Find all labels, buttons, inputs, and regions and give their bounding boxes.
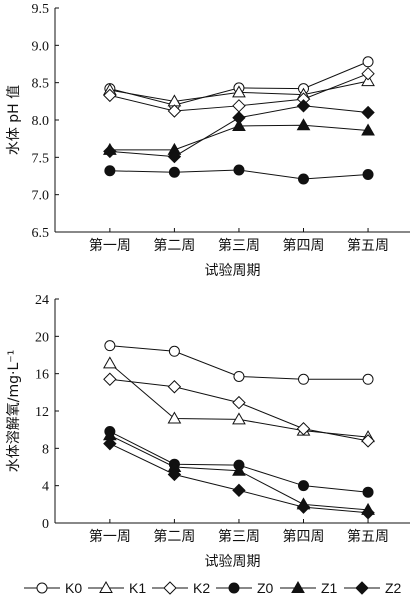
point-K1: [232, 412, 246, 425]
point-K2: [361, 66, 375, 81]
point-Z0: [168, 166, 180, 178]
point-Z2: [103, 436, 117, 451]
y-tick-label: 12: [35, 405, 49, 420]
point-Z0: [104, 165, 116, 177]
y-tick-label: 24: [35, 293, 49, 308]
point-K2: [167, 104, 182, 118]
y-tick-label: 9.5: [32, 2, 50, 17]
x-tick-label: 第一周: [89, 237, 131, 254]
y-tick-label: 7.5: [32, 151, 50, 166]
point-Z2: [296, 500, 311, 514]
x-tick-label: 第二周: [153, 528, 195, 545]
point-K0: [298, 373, 309, 385]
point-Z2: [103, 144, 117, 159]
legend-label-K1: K1: [129, 580, 146, 596]
point-Z2: [232, 483, 246, 498]
x-tick-label: 第二周: [153, 237, 195, 254]
x-tick-label: 第四周: [283, 237, 325, 254]
point-K1: [103, 356, 117, 369]
point-K2: [103, 88, 117, 103]
point-Z2: [361, 506, 375, 520]
legend-marker-K0: [36, 582, 48, 594]
point-K0: [168, 345, 180, 357]
legend-label-K0: K0: [65, 580, 82, 596]
point-Z2: [296, 99, 311, 113]
legend-marker-Z0: [228, 582, 240, 594]
point-K0: [233, 370, 245, 382]
y-axis-label: 水体溶解氧/mg·L⁻¹: [6, 350, 22, 473]
point-Z2: [167, 149, 182, 164]
y-axis-label: 水体 pH 值: [6, 85, 22, 155]
point-K2: [103, 372, 117, 386]
x-tick-label: 第三周: [218, 528, 260, 545]
point-Z2: [361, 105, 375, 120]
legend-label-Z2: Z2: [385, 580, 402, 596]
x-axis-label: 试验周期: [205, 554, 261, 570]
y-tick-label: 4: [42, 480, 49, 495]
y-tick-label: 8.5: [32, 77, 50, 92]
point-Z2: [232, 111, 246, 125]
y-tick-label: 0: [42, 517, 49, 532]
point-K1: [361, 74, 375, 87]
x-tick-label: 第四周: [283, 528, 325, 545]
legend: K0 K1 K2 Z0 Z1 Z2: [24, 580, 402, 596]
legend-label-K2: K2: [193, 580, 210, 596]
x-tick-label: 第一周: [89, 528, 131, 545]
x-tick-label: 第三周: [218, 237, 260, 254]
point-K2: [296, 422, 311, 436]
point-Z2: [167, 467, 182, 482]
point-Z1: [361, 123, 375, 136]
point-Z1: [296, 118, 311, 131]
point-K0: [362, 373, 374, 385]
point-K1: [232, 85, 246, 98]
y-tick-label: 7.0: [32, 189, 50, 204]
point-Z0: [298, 173, 309, 185]
point-Z1: [232, 463, 246, 476]
x-tick-label: 第五周: [347, 237, 389, 254]
point-K2: [232, 99, 246, 113]
point-K0: [362, 56, 374, 68]
point-K2: [361, 434, 375, 448]
point-Z0: [233, 164, 245, 176]
point-K1: [167, 411, 182, 424]
point-Z0: [362, 486, 374, 498]
y-tick-label: 16: [35, 368, 49, 383]
y-tick-label: 6.5: [32, 226, 50, 241]
y-tick-label: 9.0: [32, 39, 50, 54]
x-axis-label: 试验周期: [205, 263, 261, 279]
y-tick-label: 8: [42, 442, 49, 457]
x-tick-label: 第五周: [347, 528, 389, 545]
legend-label-Z0: Z0: [257, 580, 274, 596]
legend-label-Z1: Z1: [321, 580, 338, 596]
legend-marker-K2: [163, 581, 177, 595]
point-Z0: [362, 169, 374, 181]
ph-chart: 6.5 7.0 7.5 8.0 8.5 9.0 9.5 第一周 第二周 第三周 第四周 第五周试验周期…: [6, 2, 410, 279]
point-Z0: [298, 480, 309, 492]
point-K0: [104, 340, 116, 352]
point-Z1: [232, 118, 246, 131]
y-tick-label: 20: [35, 330, 49, 345]
point-K2: [167, 380, 182, 394]
legend-marker-Z2: [355, 581, 369, 595]
point-K2: [232, 395, 246, 410]
legend-marker-K1: [99, 580, 113, 593]
y-tick-label: 8.0: [32, 114, 50, 129]
legend-marker-Z1: [291, 580, 305, 593]
series-line-K2: [109, 378, 369, 442]
